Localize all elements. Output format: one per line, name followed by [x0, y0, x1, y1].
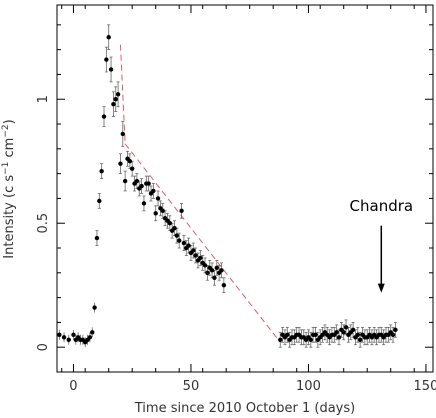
data-point [212, 275, 217, 280]
y-tick-label: 1 [36, 95, 51, 103]
data-point [118, 161, 123, 166]
data-point [177, 238, 182, 243]
data-point [221, 283, 227, 288]
y-tick-label: 0.5 [36, 213, 51, 234]
errorbar-group [58, 24, 397, 348]
y-tick-label: 0 [36, 343, 51, 351]
data-point [146, 181, 151, 186]
data-point [61, 335, 67, 340]
data-point [92, 305, 97, 310]
data-point [94, 235, 100, 241]
data-point [134, 178, 140, 184]
data-point [390, 332, 396, 338]
fit-line-segment [119, 44, 126, 144]
data-point [219, 268, 224, 273]
data-point [99, 168, 104, 174]
data-point [214, 265, 219, 271]
x-tick-label: 50 [183, 379, 200, 394]
data-point [111, 101, 116, 107]
data-point [357, 337, 363, 342]
data-point [343, 325, 349, 330]
plot-frame [56, 4, 434, 373]
data-point [115, 92, 121, 97]
data-point [108, 67, 114, 72]
x-tick-label: 100 [296, 379, 321, 394]
data-point [160, 208, 165, 214]
data-point [87, 335, 93, 340]
data-point [172, 225, 177, 231]
data-point [174, 233, 180, 238]
data-point [193, 253, 198, 258]
y-label-part1: Intensity (c s [2, 175, 17, 259]
data-point [209, 268, 215, 273]
x-tick-label: 0 [69, 379, 77, 394]
data-point [334, 330, 339, 335]
data-point [179, 208, 184, 214]
data-point [198, 255, 203, 261]
x-tick-label: 150 [414, 379, 436, 394]
data-point [90, 330, 95, 335]
chandra-arrowhead-icon [377, 283, 385, 293]
data-point [101, 114, 107, 119]
data-point [57, 332, 62, 338]
data-point [120, 131, 126, 137]
data-point [97, 198, 102, 204]
data-point [141, 201, 147, 206]
data-point [393, 327, 398, 333]
data-point [205, 270, 210, 276]
x-axis-ticks: 0 50 100 150 [61, 5, 436, 394]
data-point [153, 211, 158, 216]
y-label-sup1: −1 [1, 162, 11, 175]
data-point [106, 35, 111, 40]
data-point [71, 332, 76, 338]
data-point [113, 97, 118, 102]
data-point [66, 337, 71, 342]
data-point [336, 335, 342, 340]
fit-line-group [119, 44, 281, 343]
data-point [341, 330, 346, 335]
chandra-annotation: Chandra [350, 197, 414, 293]
data-point [139, 183, 144, 189]
data-point [167, 221, 172, 226]
data-point [308, 337, 313, 342]
data-point [186, 243, 191, 248]
x-axis-label: Time since 2010 October 1 (days) [134, 401, 355, 416]
data-point [151, 188, 156, 194]
y-label-sup2: −2 [1, 124, 11, 137]
data-point [191, 248, 196, 253]
y-axis-label: Intensity (c s−1 cm−2) [1, 119, 17, 258]
y-axis-ticks: 00.51 [36, 24, 433, 351]
data-point [104, 57, 109, 62]
data-point [313, 332, 318, 338]
y-label-part3: ) [2, 119, 17, 124]
y-label-part2: cm [2, 138, 17, 162]
fit-line-segment [124, 143, 281, 343]
data-point [278, 337, 283, 342]
data-point [155, 196, 161, 201]
chandra-label: Chandra [350, 197, 414, 215]
data-point [202, 263, 208, 268]
data-point-group [57, 35, 398, 345]
data-point [181, 240, 187, 246]
data-point [130, 166, 135, 171]
data-point [127, 159, 133, 164]
data-point [350, 327, 356, 333]
data-point [285, 332, 290, 338]
data-point [122, 178, 128, 184]
data-point [355, 332, 360, 338]
